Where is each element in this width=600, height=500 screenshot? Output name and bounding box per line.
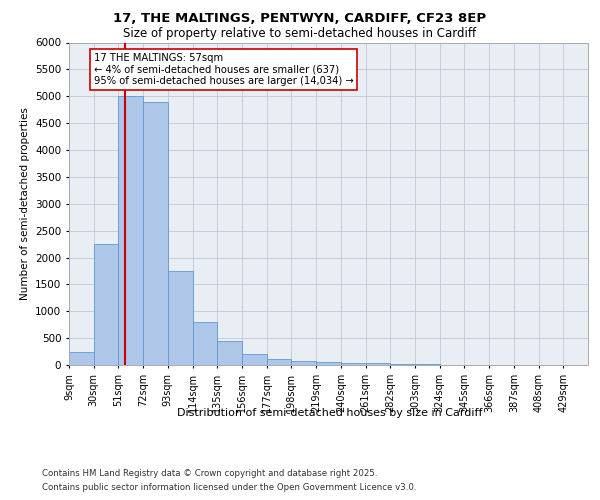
Text: Contains public sector information licensed under the Open Government Licence v3: Contains public sector information licen… bbox=[42, 484, 416, 492]
Bar bbox=[415, 364, 440, 365]
Text: Size of property relative to semi-detached houses in Cardiff: Size of property relative to semi-detach… bbox=[124, 28, 476, 40]
Bar bbox=[168, 271, 193, 365]
Bar bbox=[365, 364, 390, 365]
Bar bbox=[267, 358, 292, 365]
Bar bbox=[69, 352, 94, 365]
Text: 17 THE MALTINGS: 57sqm
← 4% of semi-detached houses are smaller (637)
95% of sem: 17 THE MALTINGS: 57sqm ← 4% of semi-deta… bbox=[94, 53, 353, 86]
Bar bbox=[242, 354, 267, 365]
Y-axis label: Number of semi-detached properties: Number of semi-detached properties bbox=[20, 108, 29, 300]
Bar bbox=[316, 362, 341, 365]
Text: 17, THE MALTINGS, PENTWYN, CARDIFF, CF23 8EP: 17, THE MALTINGS, PENTWYN, CARDIFF, CF23… bbox=[113, 12, 487, 26]
Bar bbox=[118, 96, 143, 365]
Bar bbox=[94, 244, 118, 365]
Bar bbox=[292, 360, 316, 365]
Bar bbox=[143, 102, 168, 365]
Text: Contains HM Land Registry data © Crown copyright and database right 2025.: Contains HM Land Registry data © Crown c… bbox=[42, 468, 377, 477]
Bar bbox=[193, 322, 217, 365]
Text: Distribution of semi-detached houses by size in Cardiff: Distribution of semi-detached houses by … bbox=[177, 408, 483, 418]
Bar bbox=[341, 363, 365, 365]
Bar bbox=[217, 341, 242, 365]
Bar bbox=[390, 364, 415, 365]
